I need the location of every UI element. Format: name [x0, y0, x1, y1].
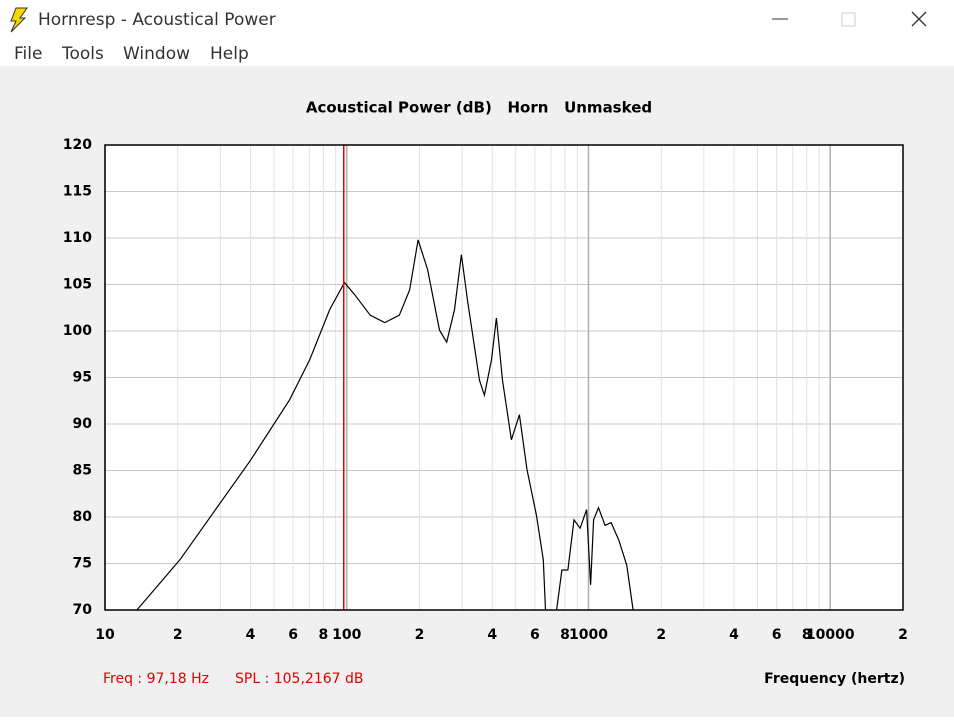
- x-tick-label: 2: [173, 627, 183, 643]
- x-tick-label: 100: [332, 627, 361, 643]
- x-tick-label: 8: [802, 627, 812, 643]
- cursor-spl: SPL : 105,2167 dB: [235, 671, 364, 687]
- menu-item[interactable]: File: [14, 44, 42, 64]
- x-tick-label: 2: [898, 627, 908, 643]
- y-tick-label: 80: [73, 509, 93, 525]
- y-tick-label: 120: [63, 137, 92, 153]
- x-tick-label: 6: [772, 627, 782, 643]
- close-button[interactable]: [911, 11, 927, 27]
- x-tick-label: 10000: [806, 627, 855, 643]
- x-tick-label: 2: [656, 627, 666, 643]
- y-tick-label: 90: [73, 416, 93, 432]
- cursor-frequency: Freq : 97,18 Hz: [103, 671, 209, 687]
- y-tick-label: 105: [63, 277, 92, 293]
- window-title: Hornresp - Acoustical Power: [38, 10, 276, 30]
- menu-item[interactable]: Tools: [61, 44, 104, 64]
- title-bar: [0, 0, 954, 66]
- y-tick-label: 100: [63, 323, 92, 339]
- y-tick-label: 75: [73, 556, 92, 572]
- x-tick-label: 1000: [569, 627, 608, 643]
- y-tick-label: 85: [73, 463, 92, 479]
- x-tick-label: 4: [729, 627, 739, 643]
- maximize-button[interactable]: [841, 12, 856, 27]
- x-tick-label: 4: [487, 627, 497, 643]
- y-tick-label: 70: [73, 602, 93, 618]
- app-icon: [10, 7, 28, 33]
- x-tick-label: 10: [95, 627, 115, 643]
- chart-title: Acoustical Power (dB) Horn Unmasked: [306, 99, 652, 117]
- x-axis-label: Frequency (hertz): [764, 671, 905, 687]
- menu-item[interactable]: Help: [210, 44, 249, 64]
- x-tick-label: 8: [560, 627, 570, 643]
- x-tick-label: 8: [318, 627, 328, 643]
- x-tick-label: 6: [530, 627, 540, 643]
- y-tick-label: 95: [73, 370, 92, 386]
- plot-frame: [104, 144, 904, 611]
- x-tick-label: 4: [246, 627, 256, 643]
- response-line: [136, 239, 634, 611]
- x-tick-label: 6: [288, 627, 298, 643]
- y-tick-label: 110: [63, 230, 92, 246]
- x-tick-label: 2: [415, 627, 425, 643]
- menu-item[interactable]: Window: [123, 44, 190, 64]
- y-tick-label: 115: [63, 184, 92, 200]
